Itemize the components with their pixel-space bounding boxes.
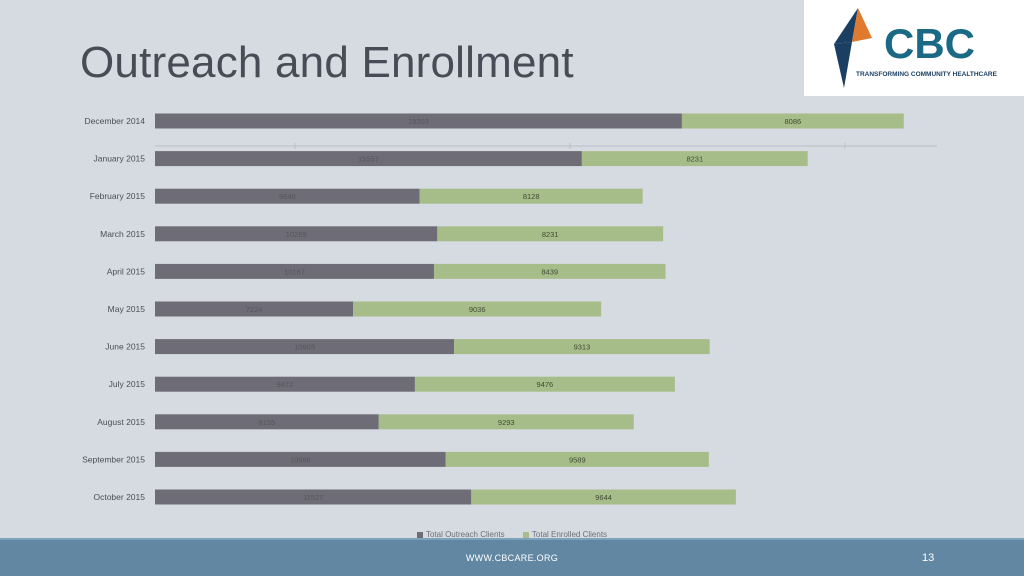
cbc-logo: CBC TRANSFORMING COMMUNITY HEALTHCARE: [804, 0, 1024, 96]
enrolled-bar: [433, 263, 666, 279]
legend-item-outreach: Total Outreach Clients: [416, 530, 505, 539]
category-label: September 2015: [82, 454, 145, 464]
chart-legend: Total Outreach Clients Total Enrolled Cl…: [0, 530, 1024, 539]
outreach-bar: [155, 263, 434, 279]
enrolled-data-label: 8086: [784, 117, 801, 126]
footer-bar: WWW.CBCARE.ORG 13: [0, 538, 1024, 576]
outreach-bar: [155, 489, 472, 505]
enrolled-bar: [419, 188, 643, 204]
category-label: March 2015: [100, 229, 145, 239]
footer-url[interactable]: WWW.CBCARE.ORG: [465, 553, 559, 563]
enrolled-data-label: 9644: [595, 493, 612, 502]
outreach-bar: [155, 451, 446, 467]
outreach-data-label: 15557: [358, 155, 379, 164]
legend-swatch-outreach: [416, 531, 423, 538]
enrolled-bar: [681, 113, 904, 129]
category-label: June 2015: [105, 342, 145, 352]
category-label: July 2015: [109, 379, 146, 389]
outreach-data-label: 8155: [259, 418, 276, 427]
outreach-data-label: 10903: [294, 343, 315, 352]
slide-title: Outreach and Enrollment: [80, 38, 574, 87]
legend-item-enrolled: Total Enrolled Clients: [522, 530, 608, 539]
category-label: February 2015: [90, 191, 146, 201]
enrolled-data-label: 9313: [574, 343, 591, 352]
enrolled-data-label: 8128: [523, 192, 540, 201]
outreach-bar: [155, 188, 420, 204]
category-label: October 2015: [93, 492, 145, 502]
outreach-bar: [155, 113, 682, 129]
enrolled-bar: [414, 376, 675, 392]
category-label: August 2015: [97, 417, 145, 427]
outreach-data-label: 9472: [277, 380, 294, 389]
enrolled-bar: [454, 339, 710, 355]
enrolled-data-label: 8231: [686, 155, 703, 164]
outreach-data-label: 11527: [303, 493, 323, 502]
enrolled-data-label: 9476: [537, 380, 554, 389]
outreach-data-label: 10167: [284, 267, 305, 276]
outreach-bar: [155, 151, 582, 167]
enrolled-data-label: 9036: [469, 305, 486, 314]
logo-mark-icon: [834, 8, 872, 88]
outreach-bar: [155, 226, 438, 242]
page-number: 13: [922, 552, 935, 564]
legend-label-outreach: Total Outreach Clients: [425, 530, 505, 539]
logo-text: CBC: [884, 20, 975, 67]
enrolled-data-label: 8439: [541, 267, 558, 276]
legend-label-enrolled: Total Enrolled Clients: [531, 530, 608, 539]
enrolled-bar: [581, 151, 808, 167]
category-label: December 2014: [85, 116, 146, 126]
outreach-bar: [155, 339, 455, 355]
enrolled-bar: [353, 301, 602, 317]
outreach-enrollment-chart: December 2014 19203 8086 January 2015 15557 8…: [82, 113, 937, 505]
outreach-data-label: 7224: [246, 305, 263, 314]
outreach-bar: [155, 376, 415, 392]
enrolled-bar: [378, 414, 634, 430]
logo-tagline: TRANSFORMING COMMUNITY HEALTHCARE: [856, 71, 997, 78]
enrolled-data-label: 9589: [569, 455, 586, 464]
enrolled-bar: [445, 451, 709, 467]
outreach-bar: [155, 414, 379, 430]
legend-swatch-enrolled: [522, 531, 529, 538]
enrolled-bar: [471, 489, 736, 505]
enrolled-data-label: 8231: [542, 230, 559, 239]
outreach-bar: [155, 301, 354, 317]
outreach-data-label: 9646: [279, 192, 296, 201]
outreach-data-label: 19203: [408, 117, 429, 126]
category-label: May 2015: [108, 304, 146, 314]
category-label: January 2015: [93, 154, 145, 164]
outreach-data-label: 10596: [290, 455, 311, 464]
outreach-data-label: 10289: [286, 230, 307, 239]
category-label: April 2015: [107, 266, 146, 276]
enrolled-data-label: 9293: [498, 418, 515, 427]
enrolled-bar: [437, 226, 664, 242]
